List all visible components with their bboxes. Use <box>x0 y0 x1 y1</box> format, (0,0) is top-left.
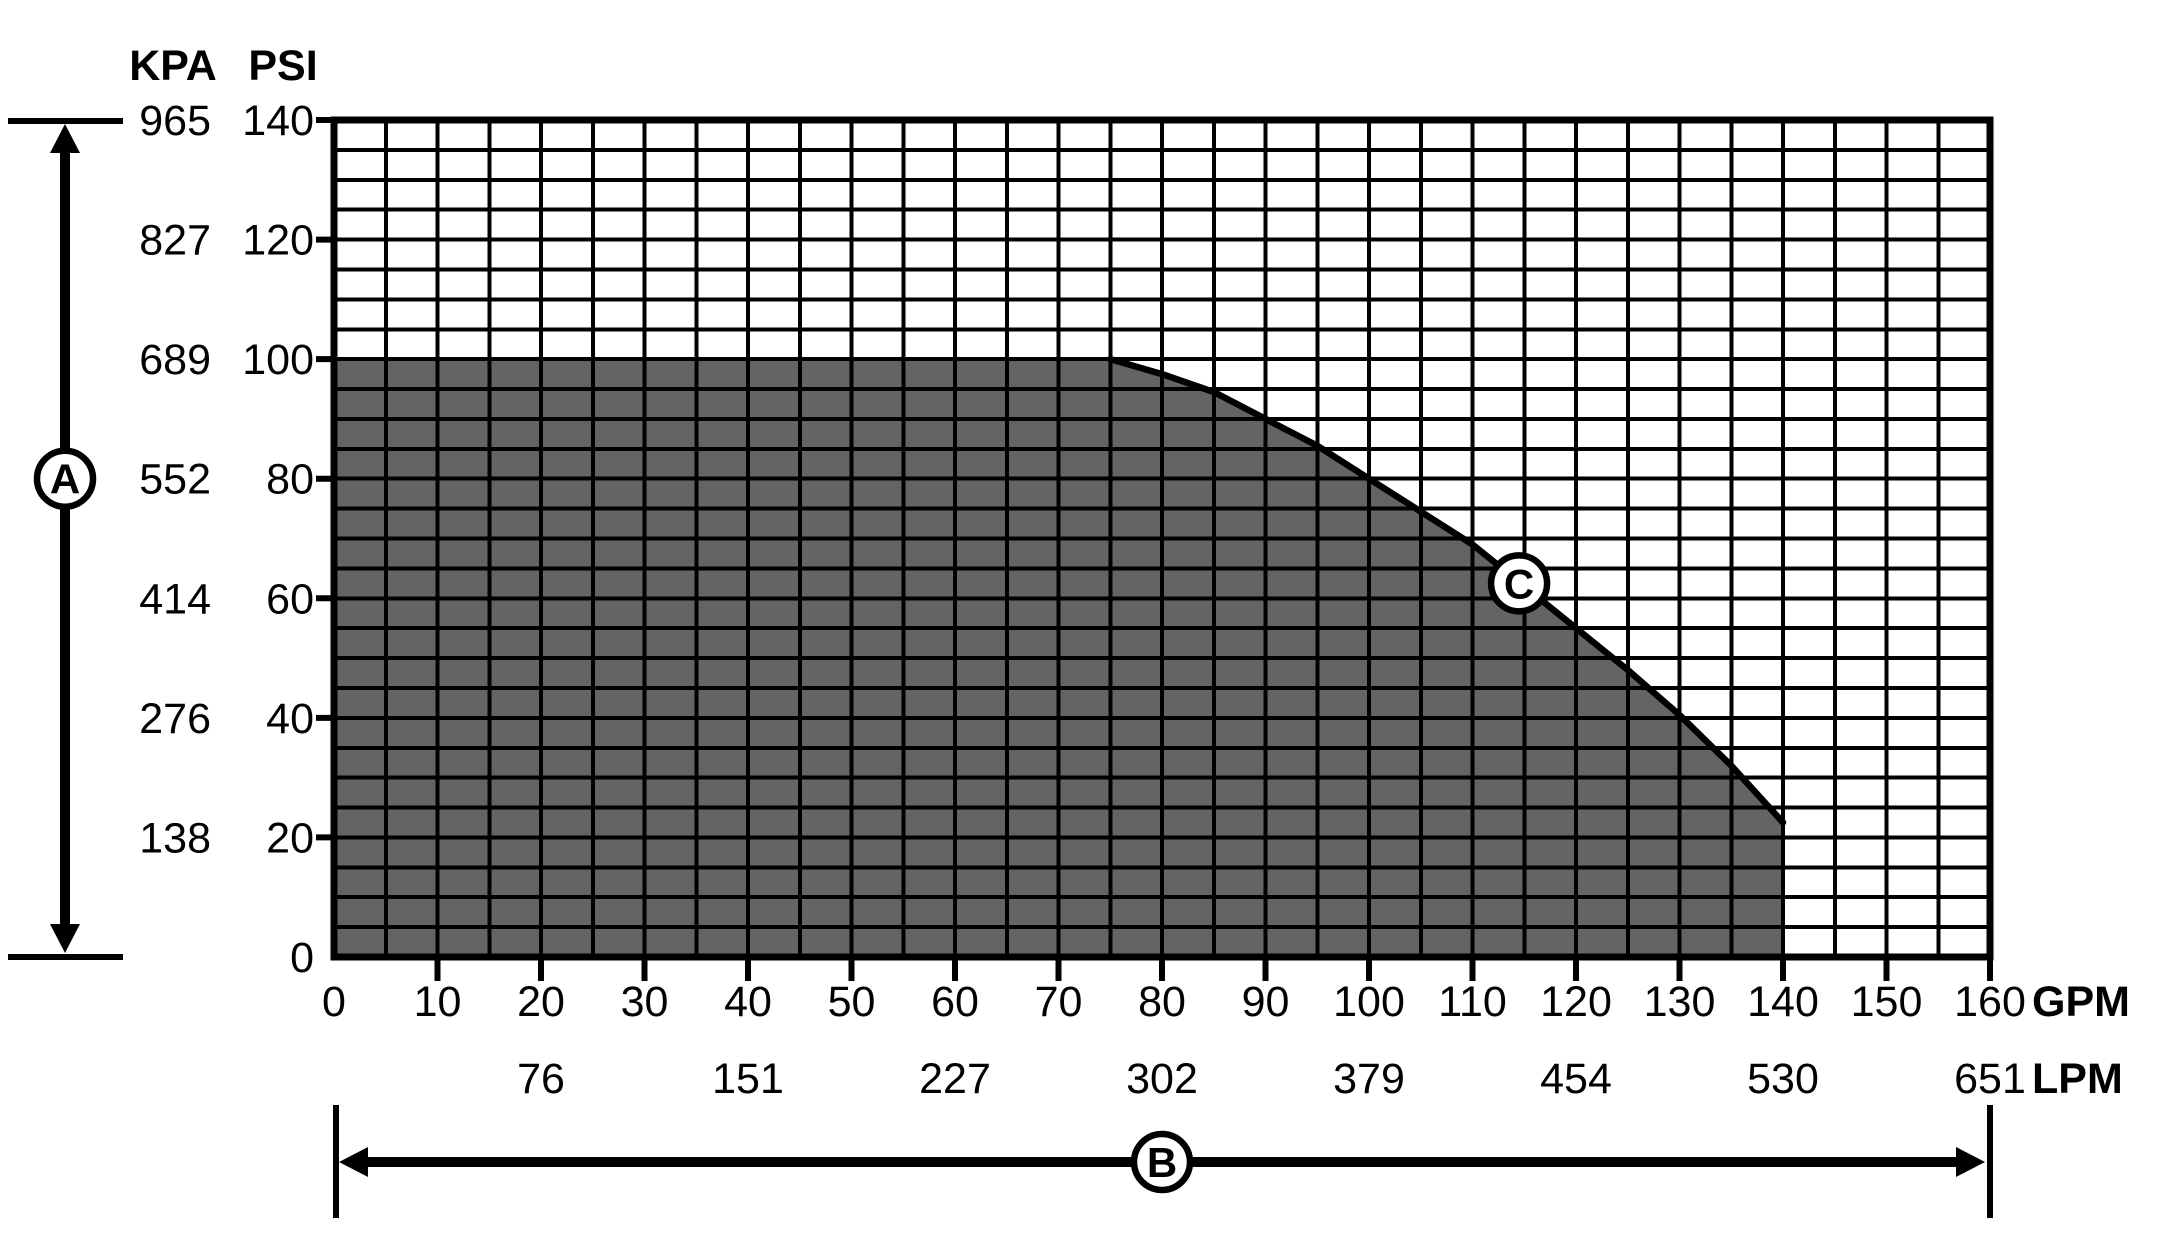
gpm-tick-label: 100 <box>1333 978 1405 1026</box>
arrowhead-up <box>50 124 80 153</box>
kpa-tick-label: 827 <box>139 217 211 265</box>
callout-label-b: B <box>1147 1139 1177 1186</box>
annotation-c-curve-marker: C <box>1487 552 1551 615</box>
kpa-tick-label: 414 <box>139 575 211 623</box>
axis-title-lpm: LPM <box>2032 1055 2123 1103</box>
operating-limit-curve <box>1107 355 1787 826</box>
annotation-b-flow-range: B <box>333 1105 1993 1218</box>
kpa-tick-label: 138 <box>139 814 211 862</box>
gpm-tick-label: 70 <box>1035 978 1083 1026</box>
gpm-tick-label: 150 <box>1851 978 1923 1026</box>
psi-tick-label: 100 <box>242 336 314 384</box>
gpm-tick-label: 40 <box>724 978 772 1026</box>
kpa-tick-label: 276 <box>139 695 211 743</box>
gpm-tick-label: 10 <box>414 978 462 1026</box>
psi-tick-label: 40 <box>266 695 314 743</box>
arrowhead-right <box>1956 1147 1985 1177</box>
callout-label-a: A <box>50 456 80 503</box>
lpm-tick-label: 76 <box>517 1055 565 1103</box>
psi-tick-label: 20 <box>266 814 314 862</box>
psi-tick-label: 60 <box>266 575 314 623</box>
lpm-tick-label: 651 <box>1954 1055 2026 1103</box>
callout-label-c: C <box>1504 560 1534 607</box>
lpm-tick-label: 530 <box>1747 1055 1819 1103</box>
callout-circle-b <box>1130 1130 1194 1194</box>
y-axis: 0 20 40 60 80 100 120 140 138 276 414 552 689 827 965 K… <box>129 42 334 982</box>
psi-tick-label: 120 <box>242 217 314 265</box>
axis-title-gpm: GPM <box>2032 978 2130 1026</box>
psi-tick-label: 0 <box>290 934 314 982</box>
gpm-tick-label: 60 <box>931 978 979 1026</box>
arrowhead-left <box>339 1147 368 1177</box>
psi-tick-label: 140 <box>242 97 314 145</box>
gpm-tick-label: 0 <box>322 978 346 1026</box>
lpm-tick-label: 227 <box>919 1055 991 1103</box>
axis-title-psi: PSI <box>248 42 317 90</box>
kpa-tick-label: 689 <box>139 336 211 384</box>
callout-circle-c <box>1487 552 1551 615</box>
kpa-tick-label: 552 <box>139 456 211 504</box>
gpm-tick-label: 120 <box>1540 978 1612 1026</box>
annotation-a-pressure-range: A <box>8 118 123 960</box>
gpm-tick-label: 160 <box>1954 978 2026 1026</box>
gpm-tick-label: 90 <box>1242 978 1290 1026</box>
psi-tick-label: 80 <box>266 456 314 504</box>
gpm-tick-label: 140 <box>1747 978 1819 1026</box>
gpm-tick-label: 20 <box>517 978 565 1026</box>
x-axis: 0 10 20 30 40 50 60 70 80 90 100 110 120 130 140 150 160… <box>322 957 2130 1103</box>
lpm-tick-label: 151 <box>712 1055 784 1103</box>
lpm-tick-label: 454 <box>1540 1055 1612 1103</box>
callout-circle-a <box>33 447 97 510</box>
kpa-tick-label: 965 <box>139 97 211 145</box>
gpm-tick-label: 50 <box>828 978 876 1026</box>
arrowhead-down <box>50 924 80 953</box>
lpm-tick-label: 379 <box>1333 1055 1405 1103</box>
lpm-tick-label: 302 <box>1126 1055 1198 1103</box>
gpm-tick-label: 30 <box>621 978 669 1026</box>
gpm-tick-label: 110 <box>1438 978 1507 1026</box>
gpm-tick-label: 80 <box>1138 978 1186 1026</box>
gpm-tick-label: 130 <box>1644 978 1716 1026</box>
axis-title-kpa: KPA <box>129 42 217 90</box>
